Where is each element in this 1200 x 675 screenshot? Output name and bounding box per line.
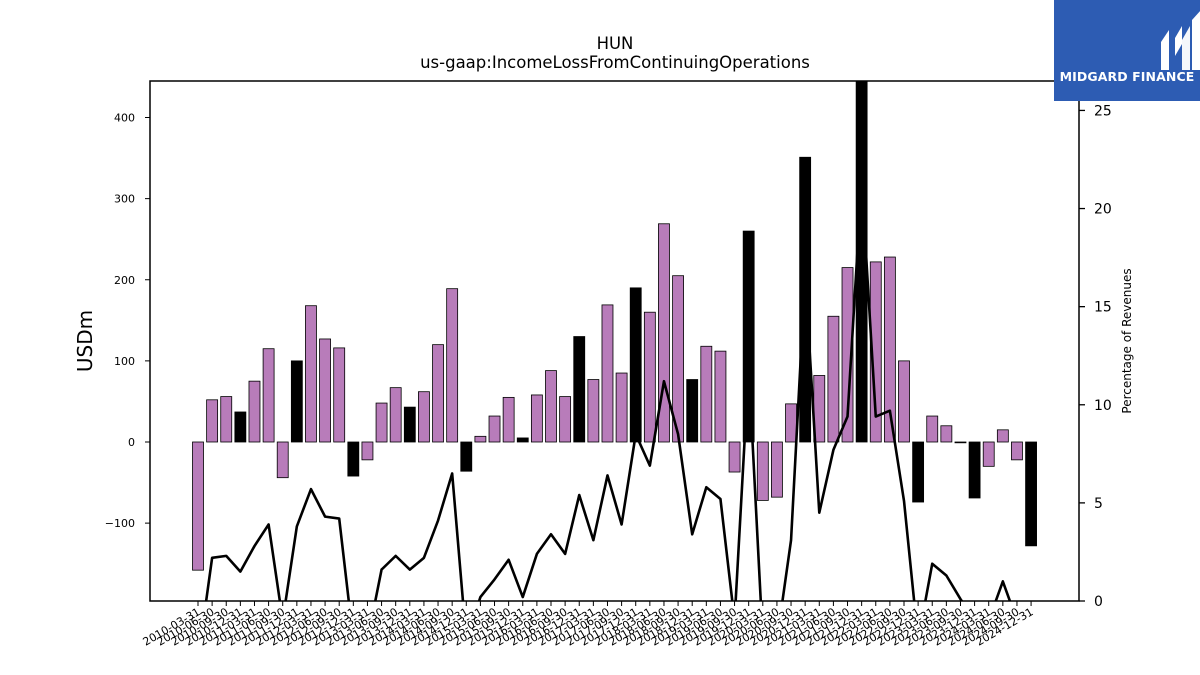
bar-2011-06-30 (262, 348, 275, 443)
bar-2024-09-30 (1011, 441, 1023, 461)
bar-2024-03-31 (982, 441, 995, 467)
bar-2010-12-31 (234, 411, 247, 443)
bar-2014-06-30 (432, 344, 444, 443)
y2-tick-label: 20 (1094, 202, 1112, 218)
y2-tick-label: 10 (1094, 398, 1112, 414)
bar-2013-06-30 (375, 402, 388, 443)
bar-2017-12-31 (629, 287, 642, 443)
bar-2014-09-30 (446, 288, 459, 443)
bar-2016-03-31 (530, 394, 543, 443)
logo-text: MIDGARD FINANCE (1059, 69, 1195, 84)
y2-tick-label: 25 (1094, 103, 1112, 119)
bar-2014-03-31 (418, 391, 430, 443)
percentage-of-revenues-line (204, 179, 1012, 601)
bar-2018-12-31 (686, 379, 699, 443)
bar-2016-12-31 (573, 336, 586, 443)
bar-2022-09-30 (898, 360, 910, 443)
y-tick-label: 300 (114, 193, 135, 206)
bar-2016-06-30 (545, 370, 557, 443)
bar-2019-09-30 (728, 441, 741, 473)
bar-2024-06-30 (996, 429, 1009, 443)
bar-2021-06-30 (827, 315, 840, 443)
bar-2012-12-31 (347, 441, 360, 477)
bar-2013-03-31 (361, 441, 374, 461)
x-axis-ticks: 2010-03-312010-06-302010-09-302010-12-31… (141, 601, 1036, 649)
bar-2014-12-31 (460, 441, 473, 472)
bar-2013-12-31 (403, 406, 416, 443)
bar-2017-06-30 (601, 304, 614, 443)
bar-2012-03-31 (305, 305, 317, 443)
bar-2018-03-31 (643, 311, 656, 443)
y-axis-label: USDm (73, 310, 97, 372)
y-tick-label: −100 (105, 517, 135, 530)
bar-2023-06-30 (940, 425, 953, 443)
bar-2019-12-31 (742, 230, 755, 443)
bar-2023-03-31 (926, 415, 939, 443)
bar-2016-09-30 (559, 396, 572, 443)
bar-2022-12-31 (912, 441, 925, 503)
y2-tick-label: 5 (1094, 496, 1103, 512)
bar-2012-09-30 (333, 347, 346, 443)
y-tick-label: 400 (114, 112, 135, 125)
bar-2011-12-31 (290, 360, 303, 443)
bar-2024-12-31 (1025, 441, 1037, 547)
plot-frame (149, 80, 1080, 602)
bar-2022-03-31 (869, 261, 882, 443)
bar-2015-12-31 (516, 437, 529, 443)
bar-2012-06-30 (319, 338, 331, 443)
bar-2015-06-30 (488, 415, 501, 443)
line-series-group (204, 179, 1012, 601)
bar-2010-06-30 (206, 399, 219, 443)
bar-2010-09-30 (220, 396, 233, 443)
bar-2011-03-31 (248, 380, 261, 443)
y2-tick-label: 0 (1094, 594, 1103, 610)
bar-series (192, 81, 1037, 571)
y-tick-label: 100 (114, 355, 135, 368)
y-axis-ticks: −100 0 100 200 300 400 (105, 112, 150, 530)
bar-2010-03-31 (192, 441, 204, 571)
bar-2011-09-30 (276, 441, 289, 479)
bar-2013-09-30 (389, 387, 402, 443)
bar-2020-03-31 (756, 441, 769, 501)
bar-2022-06-30 (883, 256, 896, 443)
bar-2020-09-30 (785, 403, 797, 443)
bar-2019-06-30 (714, 350, 727, 443)
bar-2017-09-30 (615, 372, 628, 443)
bar-2023-12-31 (968, 441, 981, 499)
bar-2015-09-30 (502, 396, 515, 443)
bar-2015-03-31 (474, 435, 487, 443)
y2-axis-ticks: 0 5 10 15 20 25 (1079, 103, 1112, 610)
bar-2018-06-30 (658, 223, 670, 443)
y-tick-label: 0 (128, 436, 135, 449)
y-tick-label: 200 (114, 274, 135, 287)
logo-mark-icon (1161, 11, 1200, 70)
bar-2023-09-30 (954, 441, 967, 444)
bar-2020-06-30 (771, 441, 783, 498)
y2-axis-label: Percentage of Revenues (1120, 268, 1134, 413)
midgard-finance-logo: MIDGARD FINANCE (1054, 0, 1200, 101)
bar-2017-03-31 (587, 379, 600, 443)
y2-tick-label: 15 (1094, 300, 1112, 316)
chart-subtitle: us-gaap:IncomeLossFromContinuingOperatio… (420, 53, 810, 72)
bar-2021-09-30 (841, 267, 854, 443)
chart-title: HUN (597, 34, 634, 53)
bar-2019-03-31 (700, 345, 713, 443)
